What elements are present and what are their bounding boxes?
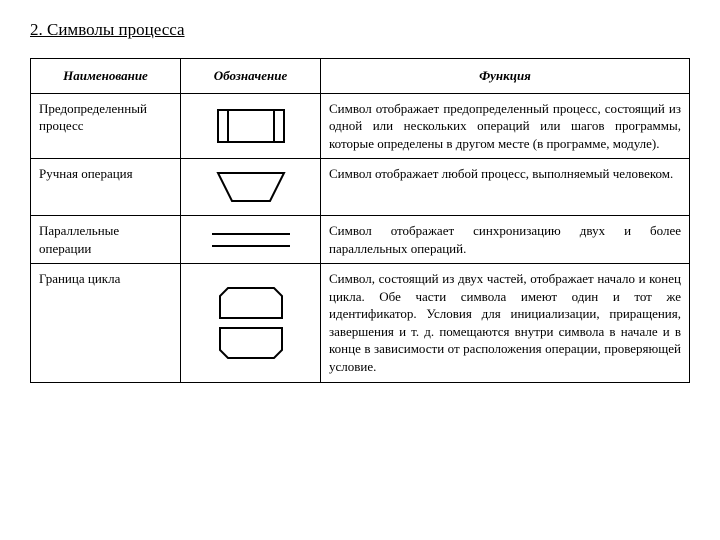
manual-operation-icon [214, 169, 288, 205]
header-name: Наименование [31, 59, 181, 94]
section-title: 2. Символы процесса [30, 20, 690, 40]
cell-func: Символ, состоящий из двух частей, отобра… [321, 264, 690, 382]
cell-func: Символ отображает любой процесс, выполня… [321, 159, 690, 216]
cell-name: Граница цикла [31, 264, 181, 382]
table-header-row: Наименование Обозначение Функция [31, 59, 690, 94]
cell-name: Параллельные операции [31, 216, 181, 264]
header-symbol: Обозначение [181, 59, 321, 94]
cell-symbol [181, 264, 321, 382]
cell-func: Символ отображает предопределенный проце… [321, 93, 690, 159]
cell-name: Ручная операция [31, 159, 181, 216]
table-row: Граница цикла Символ, состоящий из двух … [31, 264, 690, 382]
table-row: Предопределенный процесс Символ отобража… [31, 93, 690, 159]
cell-name: Предопределенный процесс [31, 93, 181, 159]
cell-symbol [181, 159, 321, 216]
cell-symbol [181, 216, 321, 264]
loop-limit-icon [216, 284, 286, 362]
symbols-table: Наименование Обозначение Функция Предопр… [30, 58, 690, 383]
cell-func: Символ отображает синхронизацию двух и б… [321, 216, 690, 264]
predefined-process-icon [216, 108, 286, 144]
header-func: Функция [321, 59, 690, 94]
parallel-icon [208, 228, 294, 252]
cell-symbol [181, 93, 321, 159]
table-row: Параллельные операции Символ отображает … [31, 216, 690, 264]
table-row: Ручная операция Символ отображает любой … [31, 159, 690, 216]
